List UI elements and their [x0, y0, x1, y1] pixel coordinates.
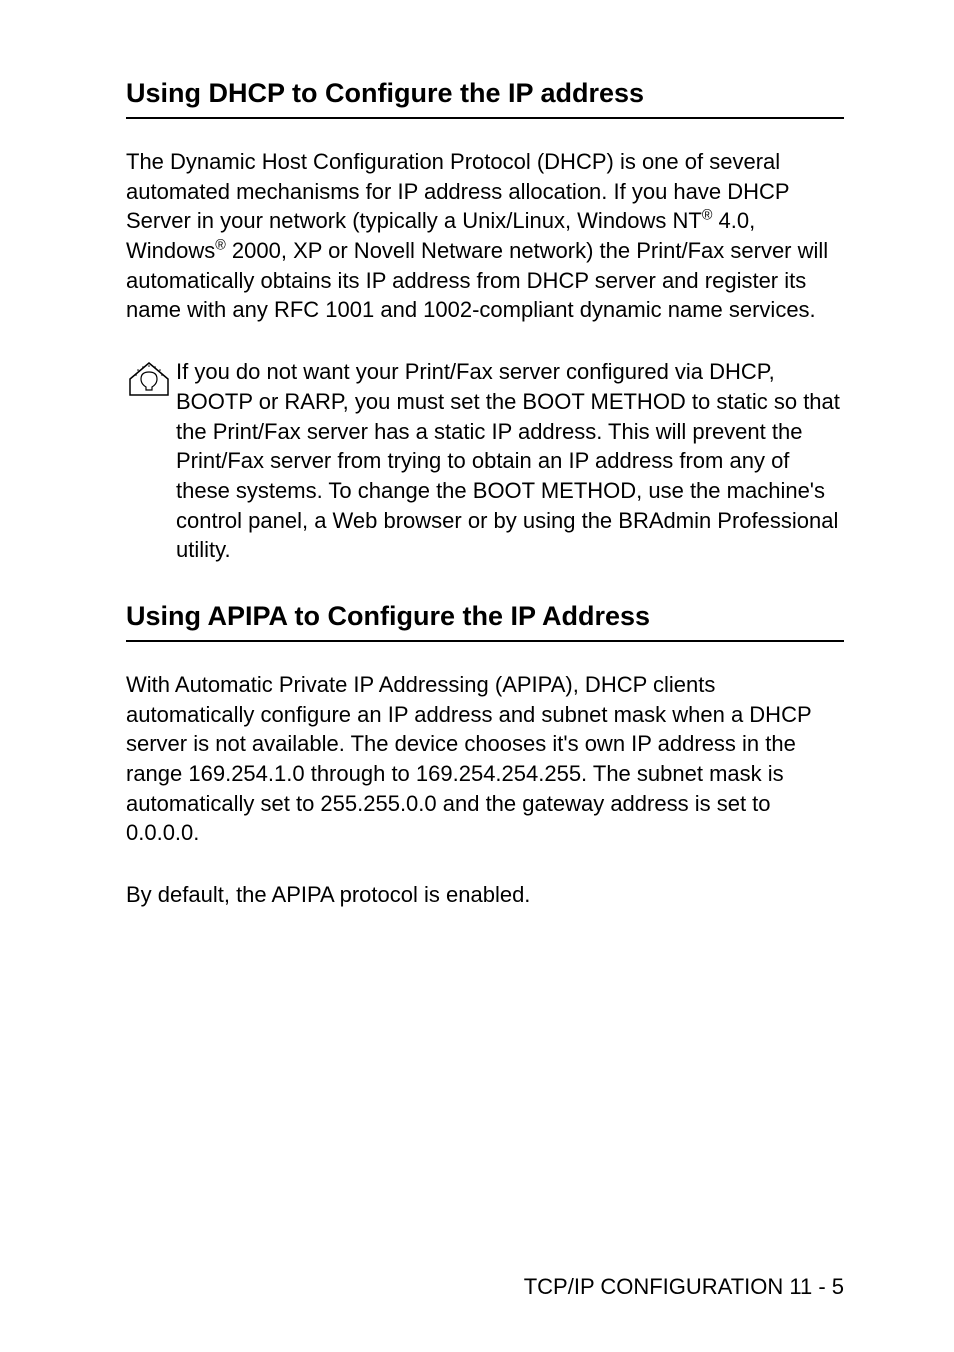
section-paragraph-apipa-1: With Automatic Private IP Addressing (AP…: [126, 670, 844, 848]
note-icon: [126, 359, 172, 399]
section-paragraph-apipa-2: By default, the APIPA protocol is enable…: [126, 880, 844, 910]
section-heading-dhcp: Using DHCP to Configure the IP address: [126, 78, 844, 119]
page-footer: TCP/IP CONFIGURATION 11 - 5: [524, 1274, 844, 1300]
note-text: If you do not want your Print/Fax server…: [176, 357, 844, 565]
section-paragraph-dhcp: The Dynamic Host Configuration Protocol …: [126, 147, 844, 325]
section-heading-apipa: Using APIPA to Configure the IP Address: [126, 601, 844, 642]
note-block: If you do not want your Print/Fax server…: [126, 357, 844, 565]
